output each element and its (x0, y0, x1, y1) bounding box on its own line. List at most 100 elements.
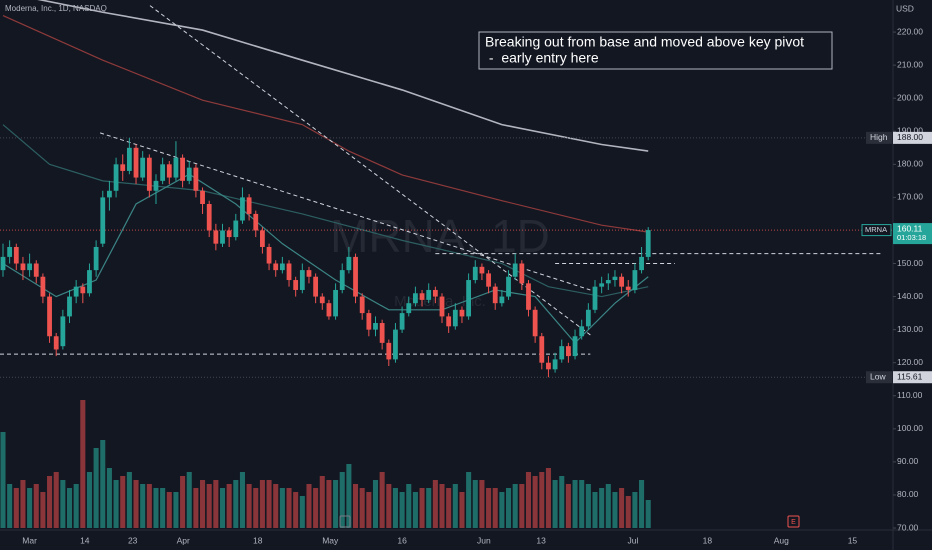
candle-body (605, 280, 611, 284)
countdown: 01:03:18 (897, 233, 926, 242)
y-tick-label: 190.00 (897, 126, 923, 136)
volume-bar (253, 488, 259, 528)
volume-bar (313, 488, 319, 528)
volume-bar (379, 472, 385, 528)
last-price: 160.11 (897, 223, 923, 233)
volume-bar (459, 492, 465, 528)
candle-body (519, 263, 525, 284)
volume-bar (632, 492, 638, 528)
volume-bar (200, 480, 206, 528)
volume-bar (226, 484, 232, 528)
volume-bar (100, 440, 106, 528)
y-tick-label: 180.00 (897, 159, 923, 169)
candle-body (499, 296, 505, 304)
symbol-tag (861, 224, 892, 237)
candle-body (100, 197, 106, 244)
annotation-box (478, 31, 833, 70)
volume-bar (512, 484, 518, 528)
y-tick-label: 90.00 (897, 456, 919, 466)
volume-bar (432, 480, 438, 528)
candle-body (426, 289, 432, 300)
volume-bar (506, 488, 512, 528)
volume-bar (366, 492, 372, 528)
volume-bar (565, 484, 571, 528)
candle-body (27, 263, 32, 271)
x-tick-label: 13 (536, 535, 546, 545)
candle-body (180, 157, 185, 181)
volume-bar (173, 492, 179, 528)
candle-body (359, 296, 365, 314)
volume-bar (406, 484, 412, 528)
volume-bar (13, 488, 19, 528)
candle-body (592, 286, 598, 310)
candle-body (20, 263, 26, 271)
volume-bar (439, 484, 445, 528)
volume-bar (133, 480, 139, 528)
candle-body (565, 346, 571, 357)
volume-bar (160, 488, 166, 528)
candle-body (220, 230, 225, 244)
volume-bar (73, 484, 79, 528)
candle-body (13, 246, 19, 264)
volume-bar (399, 492, 405, 528)
volume-bar (66, 488, 73, 528)
candle-body (47, 296, 52, 337)
volume-bar (499, 492, 505, 528)
candle-body (585, 309, 591, 327)
volume-bar (7, 484, 13, 528)
dividend-icon[interactable] (339, 515, 351, 528)
candle-body (266, 246, 272, 264)
volume-bar (539, 472, 545, 528)
volume-bar (552, 480, 558, 528)
earnings-icon[interactable]: E (787, 515, 800, 528)
candle-body (599, 283, 605, 287)
low-tag (866, 371, 892, 384)
volume-bar (126, 472, 132, 528)
x-tick-label: Mar (22, 535, 37, 545)
candle-body (173, 157, 179, 178)
volume-bar (525, 472, 532, 528)
volume-bar (585, 484, 591, 528)
moving-average (2, 173, 649, 344)
y-tick-label: 150.00 (897, 258, 923, 268)
candle-body (539, 336, 545, 363)
candle-body (319, 296, 325, 304)
candle-body (479, 266, 485, 274)
candle-body (579, 326, 585, 337)
volume-bar (193, 488, 199, 528)
candle-body (146, 157, 152, 191)
x-tick-label: Apr (177, 535, 190, 545)
candle-body (366, 313, 372, 330)
moving-average (37, 0, 649, 152)
x-tick-label: Aug (774, 535, 789, 545)
candle-body (632, 270, 638, 290)
candle-body (73, 286, 79, 297)
candle-body (572, 336, 578, 357)
volume-bar (93, 448, 99, 528)
low-tag-label: Low (870, 371, 886, 381)
volume-bar (392, 488, 398, 528)
volume-bar (386, 484, 392, 528)
candle-body (186, 167, 192, 181)
volume-bar (180, 476, 186, 528)
volume-bar (545, 468, 551, 528)
x-tick-label: 18 (703, 535, 713, 545)
candle-body (459, 309, 465, 317)
volume-bar (472, 480, 478, 528)
volume-bar (579, 480, 585, 528)
candle-body (353, 256, 358, 297)
candle-body (386, 342, 392, 360)
volume-bar (140, 484, 146, 528)
volume-bar (592, 492, 598, 528)
volume-bar (346, 464, 352, 528)
volume-bar (466, 472, 472, 528)
volume-bar (286, 488, 292, 528)
volume-bar (273, 484, 279, 528)
volume-bar (146, 484, 152, 528)
x-tick-label: 23 (128, 535, 138, 545)
y-tick-label: 120.00 (897, 357, 923, 367)
candle-body (200, 190, 205, 204)
y-tick-label: 100.00 (897, 423, 923, 433)
candle-body (160, 164, 166, 181)
